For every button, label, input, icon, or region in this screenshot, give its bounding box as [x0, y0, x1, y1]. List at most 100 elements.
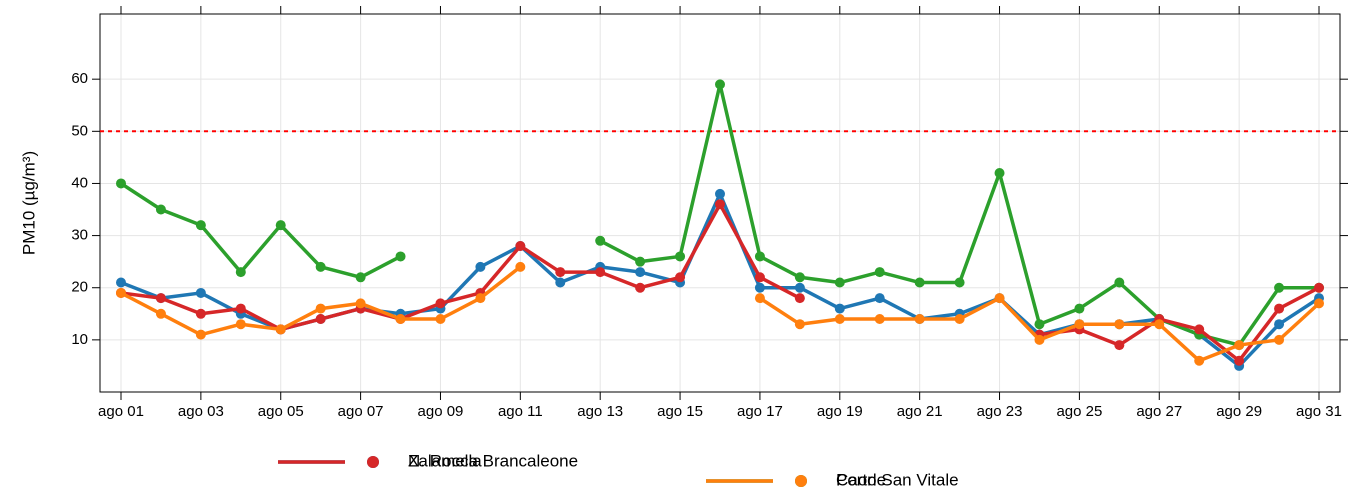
- data-point: [1234, 355, 1245, 366]
- y-tick-label: 60: [71, 70, 88, 87]
- data-point: [954, 314, 965, 325]
- data-point: [1074, 303, 1085, 314]
- plot-frame: [99, 13, 1341, 393]
- data-point: [355, 298, 366, 309]
- data-point: [794, 282, 805, 293]
- data-point: [475, 261, 486, 272]
- legend-label: N. Rocca Brancaleone: [408, 451, 578, 470]
- y-tick-label: 50: [71, 122, 88, 139]
- data-point: [715, 188, 725, 199]
- data-point: [954, 277, 965, 288]
- data-point: [116, 178, 126, 189]
- x-tick-label: ago 23: [977, 403, 1023, 420]
- data-point: [1114, 340, 1125, 351]
- data-point: [1274, 282, 1285, 293]
- data-point: [874, 267, 885, 278]
- data-point: [1074, 319, 1085, 330]
- data-point: [515, 241, 526, 252]
- data-point: [395, 251, 406, 262]
- data-point: [715, 79, 725, 90]
- data-point: [116, 277, 126, 288]
- data-point: [754, 272, 765, 283]
- data-point: [155, 293, 166, 304]
- data-point: [555, 277, 566, 288]
- data-point: [994, 293, 1005, 304]
- data-point: [1034, 319, 1045, 330]
- data-point: [395, 314, 406, 325]
- legend-label: Zalamella: [408, 451, 482, 470]
- data-point: [116, 287, 126, 298]
- data-point: [794, 293, 805, 304]
- data-point: [315, 314, 326, 325]
- x-tick-label: ago 29: [1216, 403, 1262, 420]
- data-point: [874, 314, 885, 325]
- x-tick-label: ago 09: [418, 403, 464, 420]
- series-line: [120, 265, 1321, 363]
- data-point: [834, 303, 845, 314]
- data-point: [794, 319, 805, 330]
- data-point: [1154, 319, 1165, 330]
- x-tick-label: ago 17: [737, 403, 783, 420]
- data-point: [195, 220, 206, 231]
- data-point: [675, 251, 686, 262]
- data-point: [275, 220, 286, 231]
- x-tick-label: ago 27: [1136, 403, 1182, 420]
- data-point: [1274, 334, 1285, 345]
- data-point: [635, 256, 646, 267]
- legend-label: Porto San Vitale: [836, 470, 959, 489]
- data-point: [155, 204, 166, 215]
- data-point: [315, 303, 326, 314]
- x-tick-label: ago 11: [498, 403, 543, 420]
- legend-marker: [367, 456, 379, 468]
- data-point: [1034, 334, 1045, 345]
- data-point: [754, 251, 765, 262]
- legend-marker: [795, 475, 807, 487]
- data-point: [675, 272, 686, 283]
- data-point: [794, 272, 805, 283]
- data-point: [1194, 324, 1205, 335]
- data-point: [715, 199, 725, 210]
- data-point: [275, 324, 286, 335]
- x-tick-label: ago 31: [1296, 403, 1342, 420]
- x-tick-label: ago 25: [1056, 403, 1102, 420]
- data-point: [635, 267, 646, 278]
- data-point: [155, 308, 166, 319]
- y-tick-label: 30: [71, 227, 88, 244]
- data-point: [475, 293, 486, 304]
- x-tick-label: ago 19: [817, 403, 863, 420]
- x-tick-label: ago 05: [258, 403, 304, 420]
- x-tick-label: ago 03: [178, 403, 224, 420]
- x-tick-label: ago 07: [338, 403, 384, 420]
- x-tick-label: ago 21: [897, 403, 943, 420]
- data-point: [195, 329, 206, 340]
- data-point: [1194, 355, 1205, 366]
- x-tick-label: ago 01: [98, 403, 144, 420]
- data-point: [914, 314, 925, 325]
- series-line: [120, 202, 1320, 363]
- data-point: [1314, 298, 1324, 309]
- y-tick-label: 10: [71, 331, 88, 348]
- series-line: [120, 82, 1319, 347]
- data-point: [515, 261, 526, 272]
- data-point: [834, 277, 845, 288]
- data-point: [1314, 282, 1324, 293]
- data-point: [834, 314, 845, 325]
- data-point: [914, 277, 925, 288]
- y-tick-label: 20: [71, 279, 88, 296]
- data-point: [1114, 277, 1125, 288]
- data-point: [235, 303, 246, 314]
- y-axis-label: PM10 (µg/m³): [19, 151, 38, 255]
- legend-label: Caorle: [836, 470, 886, 489]
- data-point: [195, 308, 206, 319]
- data-point: [754, 293, 765, 304]
- data-point: [355, 272, 366, 283]
- data-point: [315, 261, 326, 272]
- data-point: [1274, 303, 1285, 314]
- data-point: [555, 267, 566, 278]
- x-tick-label: ago 15: [657, 403, 703, 420]
- data-point: [435, 314, 446, 325]
- data-point: [754, 282, 765, 293]
- x-tick-label: ago 13: [577, 403, 623, 420]
